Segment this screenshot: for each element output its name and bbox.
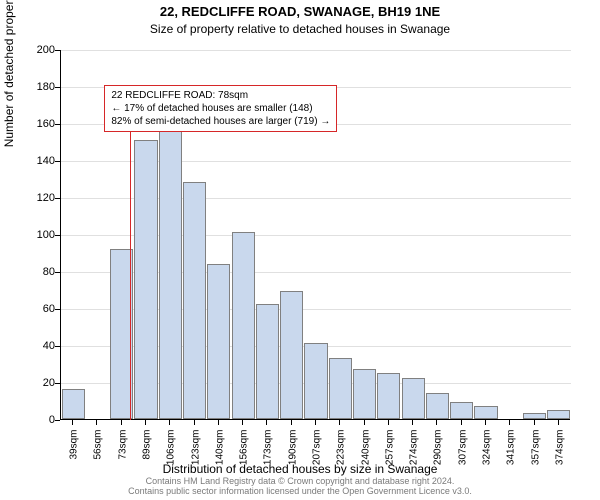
histogram-bar <box>474 406 497 419</box>
x-tick-mark <box>96 420 97 425</box>
attribution-line: Contains HM Land Registry data © Crown c… <box>146 476 455 486</box>
y-tick-label: 100 <box>15 229 55 241</box>
x-tick-mark <box>194 420 195 425</box>
x-tick-mark <box>121 420 122 425</box>
y-tick-label: 180 <box>15 81 55 93</box>
x-tick-mark <box>388 420 389 425</box>
histogram-bar <box>256 304 279 419</box>
x-tick-mark <box>315 420 316 425</box>
x-tick-mark <box>169 420 170 425</box>
annotation-line: 82% of semi-detached houses are larger (… <box>111 115 330 128</box>
x-tick-mark <box>266 420 267 425</box>
page-subtitle: Size of property relative to detached ho… <box>0 22 600 36</box>
y-tick-label: 200 <box>15 44 55 56</box>
histogram-bar <box>232 232 255 419</box>
histogram-bar <box>62 389 85 419</box>
page-title: 22, REDCLIFFE ROAD, SWANAGE, BH19 1NE <box>0 4 600 19</box>
histogram-bar <box>329 358 352 419</box>
histogram-bar <box>353 369 376 419</box>
y-tick-label: 120 <box>15 192 55 204</box>
gridline <box>61 50 571 51</box>
y-tick-label: 0 <box>15 414 55 426</box>
histogram-bar <box>134 140 157 419</box>
x-tick-mark <box>242 420 243 425</box>
y-tick-label: 40 <box>15 340 55 352</box>
histogram-bar <box>426 393 449 419</box>
x-tick-mark <box>72 420 73 425</box>
y-axis-label: Number of detached properties <box>2 0 16 147</box>
annotation-line: 22 REDCLIFFE ROAD: 78sqm <box>111 89 330 102</box>
x-tick-mark <box>436 420 437 425</box>
histogram-bar <box>450 402 473 419</box>
attribution-text: Contains HM Land Registry data © Crown c… <box>0 477 600 497</box>
y-tick-label: 60 <box>15 303 55 315</box>
y-tick-label: 160 <box>15 118 55 130</box>
x-tick-mark <box>509 420 510 425</box>
y-tick-label: 20 <box>15 377 55 389</box>
histogram-bar <box>402 378 425 419</box>
x-tick-mark <box>291 420 292 425</box>
annotation-box: 22 REDCLIFFE ROAD: 78sqm← 17% of detache… <box>104 85 337 132</box>
attribution-line: Contains public sector information licen… <box>128 486 472 496</box>
histogram-bar <box>377 373 400 419</box>
plot-area: 22 REDCLIFFE ROAD: 78sqm← 17% of detache… <box>60 50 570 420</box>
histogram-bar <box>547 410 570 419</box>
x-tick-mark <box>485 420 486 425</box>
x-tick-mark <box>339 420 340 425</box>
x-tick-mark <box>218 420 219 425</box>
subject-marker-line <box>130 87 131 420</box>
y-tick-label: 80 <box>15 266 55 278</box>
annotation-line: ← 17% of detached houses are smaller (14… <box>111 102 330 115</box>
x-tick-mark <box>145 420 146 425</box>
y-tick-label: 140 <box>15 155 55 167</box>
histogram-bar <box>280 291 303 419</box>
x-axis-label: Distribution of detached houses by size … <box>0 462 600 476</box>
histogram-bar <box>159 112 182 419</box>
x-tick-mark <box>364 420 365 425</box>
x-tick-mark <box>412 420 413 425</box>
histogram-bar <box>523 413 546 419</box>
histogram-bar <box>183 182 206 419</box>
x-tick-mark <box>461 420 462 425</box>
x-tick-mark <box>558 420 559 425</box>
y-tick-mark <box>55 420 60 421</box>
chart-container: 22, REDCLIFFE ROAD, SWANAGE, BH19 1NE Si… <box>0 0 600 500</box>
x-tick-mark <box>534 420 535 425</box>
histogram-bar <box>304 343 327 419</box>
histogram-bar <box>207 264 230 419</box>
